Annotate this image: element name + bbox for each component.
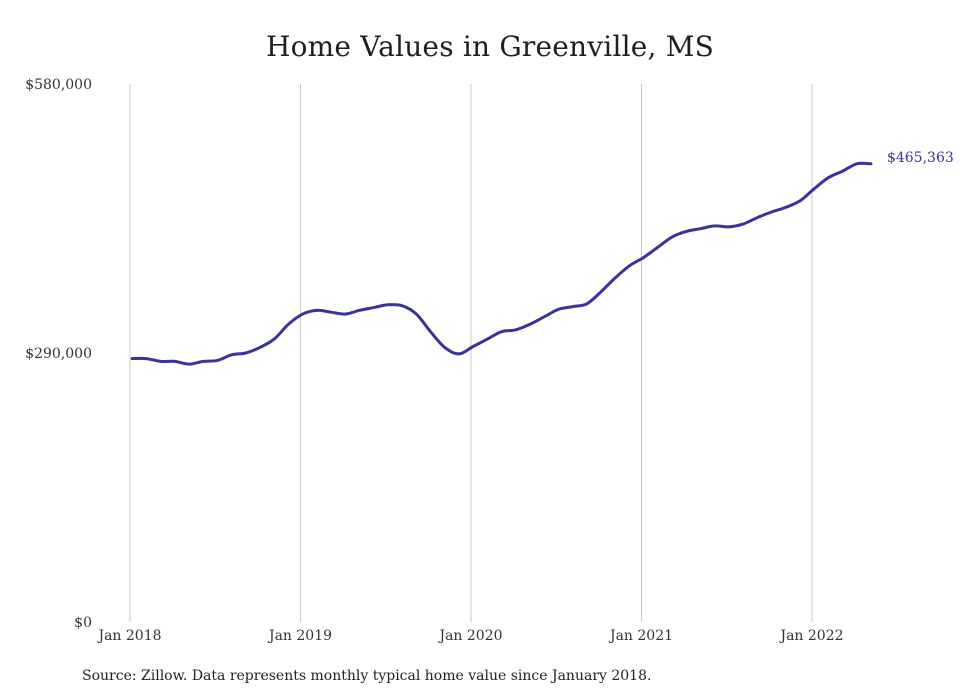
x-tick-label: Jan 2019 bbox=[267, 628, 332, 644]
data-point bbox=[685, 230, 687, 232]
data-point bbox=[429, 330, 431, 332]
x-tick-label: Jan 2021 bbox=[608, 628, 673, 644]
data-point bbox=[259, 346, 261, 348]
data-point bbox=[500, 330, 502, 332]
data-point bbox=[316, 309, 318, 311]
data-point bbox=[870, 163, 872, 165]
data-point bbox=[159, 360, 161, 362]
source-note: Source: Zillow. Data represents monthly … bbox=[82, 668, 652, 684]
data-point bbox=[216, 359, 218, 361]
data-point bbox=[401, 304, 403, 306]
data-point bbox=[230, 354, 232, 356]
series-layer bbox=[130, 161, 873, 366]
data-point bbox=[287, 323, 289, 325]
data-point bbox=[614, 277, 616, 279]
data-point bbox=[571, 305, 573, 307]
data-point bbox=[131, 357, 133, 359]
data-point bbox=[841, 170, 843, 172]
data-point bbox=[728, 226, 730, 228]
data-point bbox=[543, 316, 545, 318]
data-point bbox=[458, 353, 460, 355]
end-value-label: $465,363 bbox=[887, 150, 954, 166]
data-point bbox=[713, 225, 715, 227]
data-point bbox=[273, 338, 275, 340]
data-point bbox=[529, 323, 531, 325]
data-point bbox=[387, 304, 389, 306]
x-axis-ticks: Jan 2018 Jan 2019 Jan 2020 Jan 2021 Jan 2022 bbox=[96, 628, 843, 644]
data-point bbox=[642, 256, 644, 258]
data-point bbox=[444, 346, 446, 348]
data-point bbox=[628, 265, 630, 267]
data-point bbox=[770, 211, 772, 213]
data-point bbox=[486, 338, 488, 340]
data-point bbox=[472, 345, 474, 347]
y-tick-label: $290,000 bbox=[25, 346, 92, 362]
data-point bbox=[557, 308, 559, 310]
data-point bbox=[202, 360, 204, 362]
data-point bbox=[330, 311, 332, 313]
data-point bbox=[301, 313, 303, 315]
x-tick-label: Jan 2020 bbox=[437, 628, 502, 644]
series-line-0 bbox=[130, 161, 873, 366]
data-point bbox=[799, 200, 801, 202]
data-point bbox=[188, 363, 190, 365]
data-point bbox=[358, 309, 360, 311]
data-point bbox=[657, 246, 659, 248]
chart-title: Home Values in Greenville, MS bbox=[266, 30, 714, 63]
data-point bbox=[245, 352, 247, 354]
data-point bbox=[785, 206, 787, 208]
data-point bbox=[699, 228, 701, 230]
data-point bbox=[515, 329, 517, 331]
grid-lines bbox=[129, 84, 813, 622]
data-point bbox=[813, 188, 815, 190]
y-tick-label: $580,000 bbox=[25, 77, 92, 93]
data-point bbox=[756, 216, 758, 218]
data-point bbox=[372, 306, 374, 308]
data-point bbox=[344, 313, 346, 315]
x-tick-label: Jan 2018 bbox=[96, 628, 161, 644]
y-tick-label: $0 bbox=[74, 615, 92, 631]
data-point bbox=[174, 360, 176, 362]
data-point bbox=[671, 236, 673, 238]
data-point bbox=[586, 303, 588, 305]
data-point bbox=[742, 223, 744, 225]
data-point bbox=[856, 163, 858, 165]
y-axis-ticks: $0 $290,000 $580,000 bbox=[25, 77, 92, 631]
end-labels: $465,363 bbox=[887, 150, 954, 166]
x-tick-label: Jan 2022 bbox=[778, 628, 843, 644]
data-point bbox=[600, 291, 602, 293]
data-point bbox=[827, 176, 829, 178]
data-point bbox=[145, 357, 147, 359]
data-point bbox=[415, 313, 417, 315]
